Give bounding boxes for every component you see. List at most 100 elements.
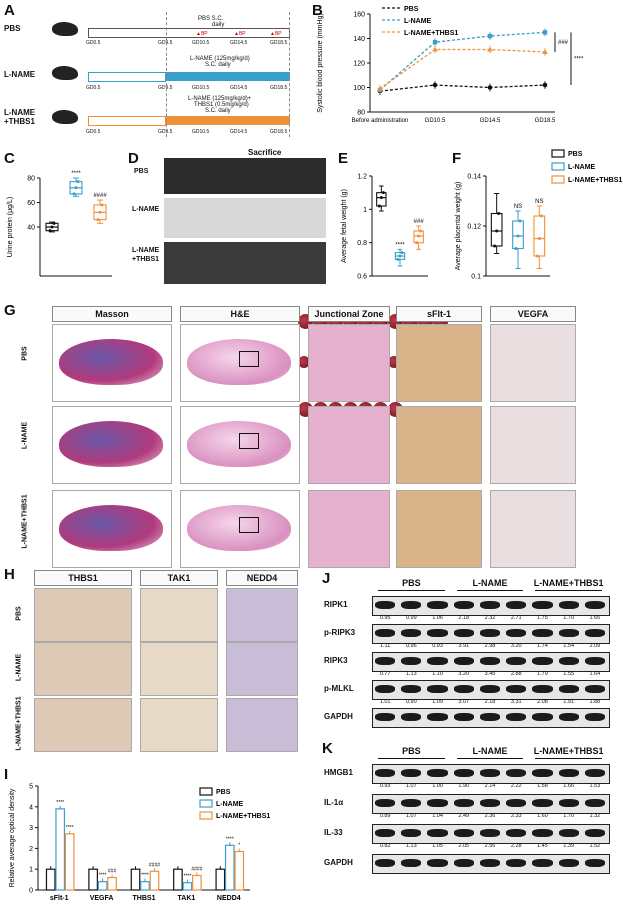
blot-band — [479, 799, 501, 807]
bar-text2-pbs: daily — [212, 22, 225, 28]
blot-band — [375, 769, 396, 777]
quant-value: 2.33 — [510, 813, 522, 819]
quant-value: 2.05 — [458, 843, 470, 849]
blot-band — [453, 829, 474, 837]
quant-value: 0.77 — [379, 671, 391, 677]
timeline-bar-thbs1 — [166, 116, 290, 125]
histology-image-he — [180, 324, 300, 402]
sig-mark: #### — [93, 193, 107, 199]
quant-value: 3.45 — [484, 671, 496, 677]
quant-value: 1.05 — [432, 843, 443, 849]
data-point — [50, 225, 54, 229]
bar-text2-thbs1: THBS1 (0.5mg/kg/d) — [194, 102, 249, 108]
tp-label: GD14.5 — [230, 129, 248, 135]
y-tick-label: 5 — [29, 784, 33, 791]
quant-value: 2.71 — [510, 615, 522, 621]
blot-label: p-RIPK3 — [324, 628, 356, 637]
y-tick-label: 2 — [29, 846, 33, 853]
tp-label: GD18.5 — [270, 85, 288, 91]
quant-value: 2.56 — [484, 843, 496, 849]
blot-band — [453, 685, 474, 693]
quant-value: 3.31 — [510, 699, 522, 705]
quant-value: 3.07 — [458, 699, 470, 705]
blot-band — [427, 657, 448, 665]
sig-mark: #### — [149, 862, 160, 868]
sig-mark: **** — [56, 800, 64, 806]
y-tick-label: 1.2 — [357, 174, 367, 181]
data-point — [419, 229, 423, 233]
legend-swatch — [199, 799, 213, 808]
quant-value: 2.32 — [484, 615, 496, 621]
legend-swatch — [551, 175, 565, 184]
row-label-pbs: PBS — [15, 606, 23, 621]
blot-band — [506, 657, 527, 665]
panel-label-g: G — [4, 302, 16, 319]
panel-a-timeline: PBS PBS S.C. daily GD0.5 GD9.5 GD10.5 GD… — [0, 0, 300, 140]
tp-label: GD9.5 — [158, 129, 173, 135]
legend-label: L-NAME — [568, 164, 596, 171]
quant-value: 3.20 — [458, 671, 470, 677]
sig-mark: **** — [184, 874, 192, 880]
legend-label: PBS — [404, 6, 419, 13]
data-point — [400, 251, 404, 255]
bar-text-pbs: PBS S.C. — [198, 16, 224, 22]
header-masson: Masson — [52, 306, 172, 322]
sig-mark: ### — [414, 219, 425, 225]
blot-band — [479, 769, 501, 777]
data-point — [432, 46, 438, 52]
quant-value: 2.22 — [510, 783, 522, 789]
data-point — [516, 234, 520, 238]
bar — [97, 881, 108, 891]
quant-value: 0.90 — [405, 699, 417, 705]
blot-band — [532, 601, 553, 609]
legend-swatch — [551, 162, 565, 171]
tp-label: GD0.5 — [86, 85, 101, 91]
data-point — [76, 180, 80, 184]
row-label: PBS — [134, 168, 149, 175]
bar — [107, 876, 117, 891]
y-tick-label: 0.12 — [467, 224, 481, 231]
x-tick-label: sFlt-1 — [50, 895, 69, 902]
blot-band — [479, 859, 501, 867]
blot-band — [427, 629, 448, 637]
blot-band — [584, 829, 605, 837]
gd95-guide — [166, 12, 167, 137]
blot-band — [506, 829, 527, 837]
y-axis-label: Urine protein (μg/L) — [7, 197, 14, 257]
y-tick-label: 0.1 — [471, 274, 481, 281]
blot-band — [506, 769, 527, 777]
histology-image-sflt — [396, 324, 482, 402]
blot-band — [584, 601, 605, 609]
x-tick-label: GD14.5 — [480, 118, 501, 124]
blot-band — [506, 629, 527, 637]
quant-value: 1.90 — [458, 783, 470, 789]
y-tick-label: 0 — [29, 888, 33, 895]
quant-value: 2.08 — [537, 699, 548, 705]
mouse-icon — [52, 110, 78, 124]
quant-value: 1.52 — [589, 843, 601, 849]
quant-value: 1.07 — [405, 783, 417, 789]
blot-band — [401, 769, 422, 777]
y-tick-label: 0.8 — [357, 240, 367, 247]
quant-value: 1.06 — [432, 615, 443, 621]
panel-label-d: D — [128, 150, 139, 167]
sig-mark: **** — [71, 171, 81, 177]
data-point — [518, 219, 522, 223]
sig-mark: **** — [99, 873, 107, 879]
data-point — [432, 82, 438, 88]
quant-value: 1.74 — [537, 643, 548, 649]
quant-value: 1.64 — [589, 671, 601, 677]
photo-row-lname — [164, 198, 326, 238]
quant-value: 1.54 — [563, 643, 575, 649]
blot-band — [401, 829, 422, 837]
data-point — [432, 39, 438, 45]
quant-value: 0.93 — [432, 643, 443, 649]
histology-image-jz — [308, 406, 390, 484]
quant-value: 1.55 — [563, 671, 575, 677]
blot-band — [375, 629, 396, 637]
data-point — [72, 192, 76, 196]
chart-f: 0.1 0.12 0.14 Average placental weight (g) N… — [455, 149, 622, 281]
blot-band — [558, 859, 579, 867]
bar — [45, 868, 56, 891]
